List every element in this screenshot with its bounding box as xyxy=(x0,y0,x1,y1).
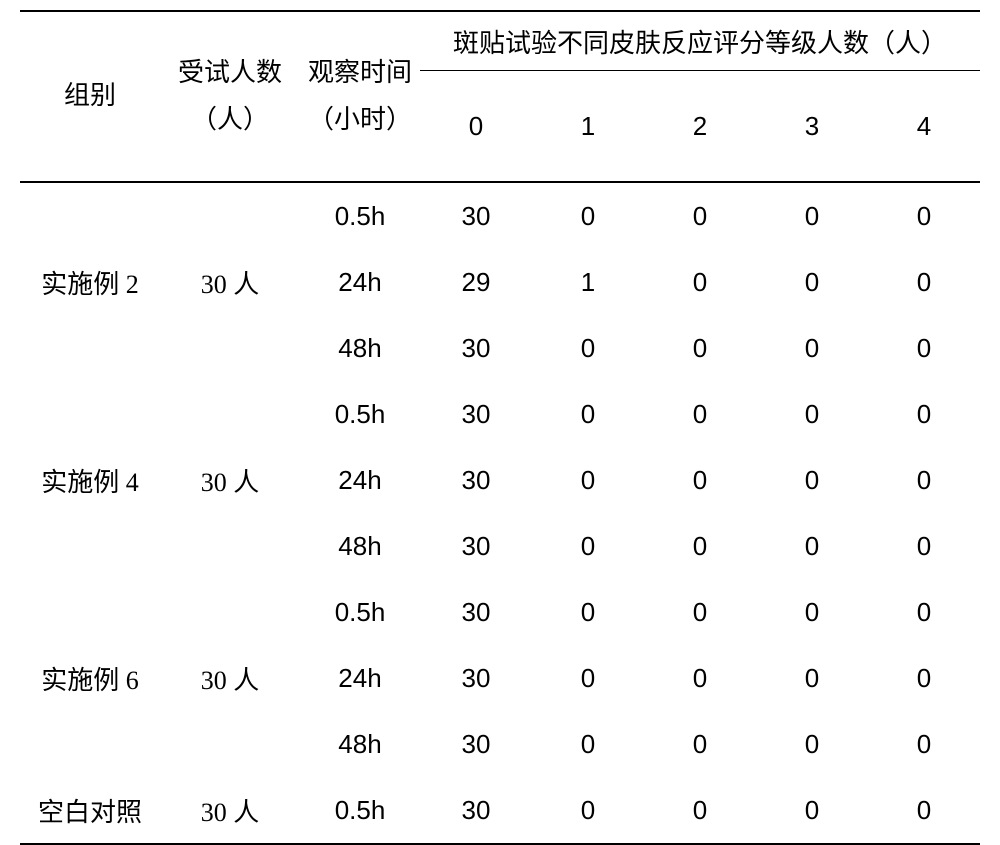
score-cell: 0 xyxy=(644,381,756,447)
group-subjects: 30 人 xyxy=(160,777,300,844)
score-cell: 0 xyxy=(868,645,980,711)
col-header-obs-time: 观察时间（小时） xyxy=(300,11,420,182)
score-cell: 0 xyxy=(644,579,756,645)
col-header-score-2: 2 xyxy=(644,71,756,183)
col-header-span: 斑贴试验不同皮肤反应评分等级人数（人） xyxy=(420,11,980,71)
score-cell: 0 xyxy=(868,777,980,844)
obs-time: 24h xyxy=(300,447,420,513)
score-cell: 30 xyxy=(420,513,532,579)
obs-time: 0.5h xyxy=(300,777,420,844)
group-name: 实施例 4 xyxy=(20,381,160,579)
group-name: 实施例 2 xyxy=(20,182,160,381)
score-cell: 30 xyxy=(420,579,532,645)
score-cell: 0 xyxy=(868,711,980,777)
score-cell: 0 xyxy=(868,249,980,315)
score-cell: 0 xyxy=(868,447,980,513)
score-cell: 0 xyxy=(644,447,756,513)
score-cell: 30 xyxy=(420,447,532,513)
score-cell: 0 xyxy=(756,182,868,249)
obs-time: 48h xyxy=(300,315,420,381)
score-cell: 0 xyxy=(644,645,756,711)
patch-test-table: 组别 受试人数（人） 观察时间（小时） 斑贴试验不同皮肤反应评分等级人数（人） … xyxy=(20,10,980,845)
score-cell: 30 xyxy=(420,777,532,844)
col-header-group: 组别 xyxy=(20,11,160,182)
obs-time: 0.5h xyxy=(300,182,420,249)
group-subjects: 30 人 xyxy=(160,182,300,381)
score-cell: 0 xyxy=(756,579,868,645)
score-cell: 0 xyxy=(644,513,756,579)
score-cell: 0 xyxy=(756,645,868,711)
score-cell: 0 xyxy=(644,777,756,844)
score-cell: 0 xyxy=(532,381,644,447)
score-cell: 0 xyxy=(868,315,980,381)
score-cell: 0 xyxy=(532,513,644,579)
group-subjects: 30 人 xyxy=(160,579,300,777)
group-subjects: 30 人 xyxy=(160,381,300,579)
score-cell: 0 xyxy=(756,249,868,315)
score-cell: 0 xyxy=(644,711,756,777)
score-cell: 0 xyxy=(532,777,644,844)
obs-time: 0.5h xyxy=(300,381,420,447)
score-cell: 0 xyxy=(532,711,644,777)
score-cell: 29 xyxy=(420,249,532,315)
score-cell: 0 xyxy=(756,777,868,844)
col-header-score-3: 3 xyxy=(756,71,868,183)
obs-time: 24h xyxy=(300,249,420,315)
score-cell: 0 xyxy=(532,447,644,513)
score-cell: 0 xyxy=(644,182,756,249)
score-cell: 0 xyxy=(644,315,756,381)
score-cell: 0 xyxy=(868,182,980,249)
score-cell: 0 xyxy=(644,249,756,315)
score-cell: 0 xyxy=(756,447,868,513)
score-cell: 0 xyxy=(756,711,868,777)
col-header-subjects: 受试人数（人） xyxy=(160,11,300,182)
obs-time: 48h xyxy=(300,711,420,777)
score-cell: 0 xyxy=(868,513,980,579)
score-cell: 0 xyxy=(532,579,644,645)
score-cell: 0 xyxy=(756,381,868,447)
obs-time: 48h xyxy=(300,513,420,579)
obs-time: 24h xyxy=(300,645,420,711)
obs-time: 0.5h xyxy=(300,579,420,645)
group-name: 空白对照 xyxy=(20,777,160,844)
score-cell: 0 xyxy=(868,381,980,447)
score-cell: 0 xyxy=(532,315,644,381)
score-cell: 30 xyxy=(420,711,532,777)
score-cell: 0 xyxy=(532,645,644,711)
score-cell: 30 xyxy=(420,315,532,381)
score-cell: 30 xyxy=(420,182,532,249)
group-name: 实施例 6 xyxy=(20,579,160,777)
score-cell: 0 xyxy=(756,513,868,579)
score-cell: 0 xyxy=(532,182,644,249)
score-cell: 0 xyxy=(868,579,980,645)
col-header-score-4: 4 xyxy=(868,71,980,183)
score-cell: 30 xyxy=(420,645,532,711)
score-cell: 0 xyxy=(756,315,868,381)
score-cell: 1 xyxy=(532,249,644,315)
col-header-score-0: 0 xyxy=(420,71,532,183)
score-cell: 30 xyxy=(420,381,532,447)
col-header-score-1: 1 xyxy=(532,71,644,183)
